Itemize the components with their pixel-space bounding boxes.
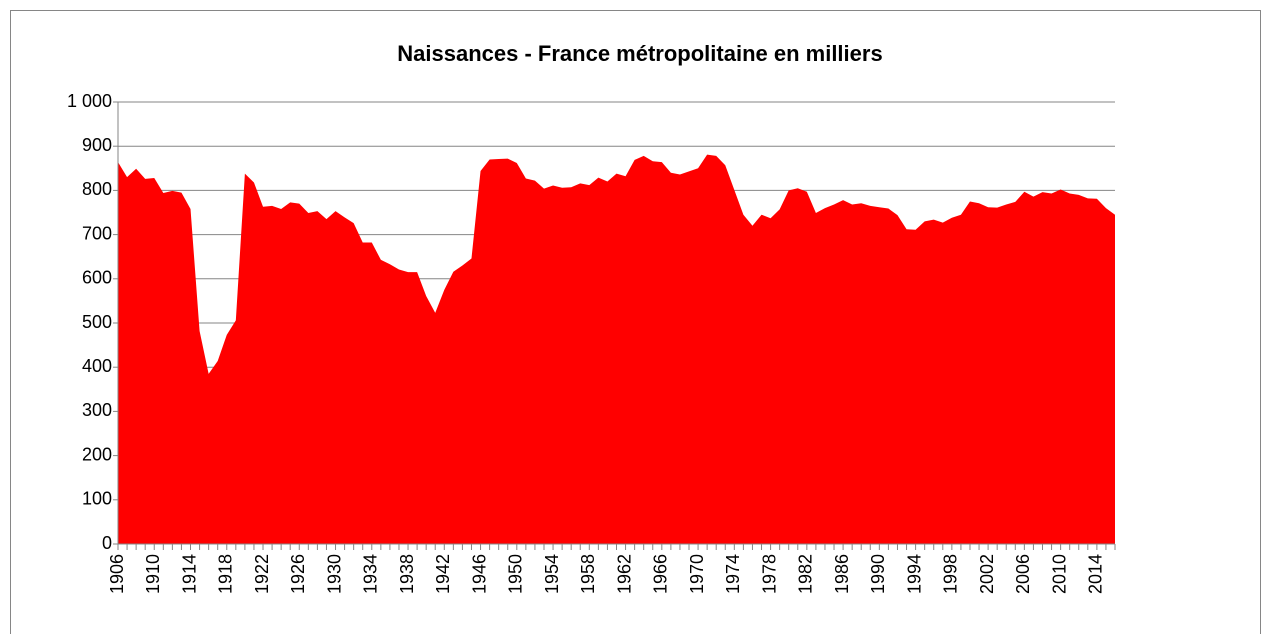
x-tick-label: 1930: [324, 554, 344, 594]
y-tick-label: 200: [82, 444, 112, 464]
y-tick-label: 300: [82, 400, 112, 420]
y-tick-label: 500: [82, 312, 112, 332]
y-tick-label: 0: [102, 533, 112, 553]
x-tick-label: 1946: [469, 554, 489, 594]
x-tick-label: 2002: [977, 554, 997, 594]
x-tick-label: 2006: [1013, 554, 1033, 594]
x-tick-label: 1978: [759, 554, 779, 594]
y-tick-label: 900: [82, 135, 112, 155]
x-tick-label: 1918: [216, 554, 236, 594]
x-tick-label: 1914: [179, 554, 199, 594]
x-tick-label: 2014: [1086, 554, 1106, 594]
y-tick-label: 800: [82, 179, 112, 199]
x-tick-label: 1994: [904, 554, 924, 594]
y-tick-label: 1 000: [67, 91, 112, 111]
x-tick-label: 1938: [397, 554, 417, 594]
x-tick-label: 1970: [687, 554, 707, 594]
chart-title: Naissances - France métropolitaine en mi…: [397, 41, 882, 66]
y-tick-label: 400: [82, 356, 112, 376]
y-tick-label: 700: [82, 223, 112, 243]
x-tick-label: 1958: [578, 554, 598, 594]
y-tick-label: 600: [82, 268, 112, 288]
x-tick-label: 1986: [832, 554, 852, 594]
x-tick-label: 1998: [941, 554, 961, 594]
x-tick-label: 1950: [506, 554, 526, 594]
x-tick-label: 1982: [796, 554, 816, 594]
x-tick-label: 1910: [143, 554, 163, 594]
area: [118, 154, 1115, 544]
x-tick-label: 1926: [288, 554, 308, 594]
x-tick-label: 1990: [868, 554, 888, 594]
x-tick-label: 1934: [361, 554, 381, 594]
x-tick-label: 1962: [614, 554, 634, 594]
y-tick-label: 100: [82, 489, 112, 509]
x-tick-label: 1966: [651, 554, 671, 594]
x-tick-label: 1906: [107, 554, 127, 594]
x-tick-label: 1974: [723, 554, 743, 594]
x-tick-label: 1954: [542, 554, 562, 594]
x-tick-label: 1922: [252, 554, 272, 594]
x-tick-label: 2010: [1049, 554, 1069, 594]
x-tick-label: 1942: [433, 554, 453, 594]
